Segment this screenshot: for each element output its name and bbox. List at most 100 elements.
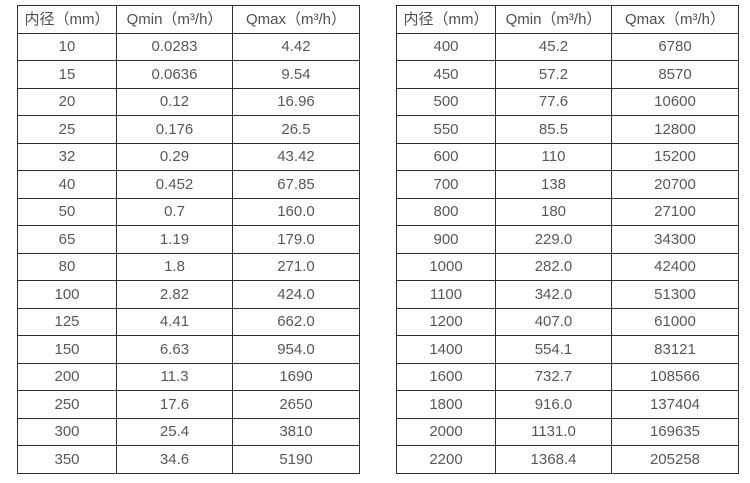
table-row: 65 1.19 179.0 bbox=[17, 225, 360, 254]
table-cell: 1368.4 bbox=[495, 445, 612, 474]
table-cell: 2200 bbox=[396, 445, 496, 474]
table-cell: 0.29 bbox=[116, 142, 233, 171]
header-row: 内径（mm） Qmin（m³/h） Qmax（m³/h） bbox=[17, 5, 360, 34]
table-cell: 25.4 bbox=[116, 417, 233, 446]
table-cell: 42400 bbox=[611, 252, 739, 281]
column-header: Qmin（m³/h） bbox=[116, 5, 233, 34]
table-cell: 108566 bbox=[611, 362, 739, 391]
table-cell: 1100 bbox=[396, 280, 496, 309]
table-cell: 342.0 bbox=[495, 280, 612, 309]
table-row: 350 34.6 5190 bbox=[17, 445, 360, 474]
table-row: 500 77.6 10600 bbox=[396, 87, 739, 116]
table-cell: 45.2 bbox=[495, 32, 612, 61]
flow-table-large-diameters: 内径（mm） Qmin（m³/h） Qmax（m³/h） 400 45.2 6780 450… bbox=[396, 5, 739, 474]
table-cell: 1800 bbox=[396, 390, 496, 419]
header-row: 内径（mm） Qmin（m³/h） Qmax（m³/h） bbox=[396, 5, 739, 34]
table-cell: 0.0636 bbox=[116, 60, 233, 89]
table-cell: 43.42 bbox=[232, 142, 360, 171]
table-cell: 26.5 bbox=[232, 115, 360, 144]
table-row: 1600 732.7 108566 bbox=[396, 362, 739, 391]
table-cell: 25 bbox=[17, 115, 117, 144]
table-cell: 250 bbox=[17, 390, 117, 419]
table-cell: 20 bbox=[17, 87, 117, 116]
table-cell: 0.0283 bbox=[116, 32, 233, 61]
table-cell: 400 bbox=[396, 32, 496, 61]
table-cell: 800 bbox=[396, 197, 496, 226]
table-cell: 2000 bbox=[396, 417, 496, 446]
table-cell: 20700 bbox=[611, 170, 739, 199]
table-cell: 916.0 bbox=[495, 390, 612, 419]
table-cell: 6.63 bbox=[116, 335, 233, 364]
table-cell: 450 bbox=[396, 60, 496, 89]
table-cell: 1200 bbox=[396, 307, 496, 336]
table-cell: 16.96 bbox=[232, 87, 360, 116]
table-cell: 662.0 bbox=[232, 307, 360, 336]
table-row: 100 2.82 424.0 bbox=[17, 280, 360, 309]
table-cell: 40 bbox=[17, 170, 117, 199]
table-cell: 85.5 bbox=[495, 115, 612, 144]
table-cell: 2650 bbox=[232, 390, 360, 419]
table-cell: 229.0 bbox=[495, 225, 612, 254]
table-cell: 34.6 bbox=[116, 445, 233, 474]
table-row: 900 229.0 34300 bbox=[396, 225, 739, 254]
table-cell: 34300 bbox=[611, 225, 739, 254]
table-cell: 1000 bbox=[396, 252, 496, 281]
table-cell: 6780 bbox=[611, 32, 739, 61]
table-cell: 2.82 bbox=[116, 280, 233, 309]
table-cell: 179.0 bbox=[232, 225, 360, 254]
table-row: 150 6.63 954.0 bbox=[17, 335, 360, 364]
table-cell: 80 bbox=[17, 252, 117, 281]
table-row: 1200 407.0 61000 bbox=[396, 307, 739, 336]
table-cell: 138 bbox=[495, 170, 612, 199]
column-header: 内径（mm） bbox=[17, 5, 117, 34]
table-cell: 67.85 bbox=[232, 170, 360, 199]
table-cell: 600 bbox=[396, 142, 496, 171]
table-row: 200 11.3 1690 bbox=[17, 362, 360, 391]
table-cell: 110 bbox=[495, 142, 612, 171]
table-cell: 1.8 bbox=[116, 252, 233, 281]
table-cell: 4.42 bbox=[232, 32, 360, 61]
table-row: 800 180 27100 bbox=[396, 197, 739, 226]
table-cell: 50 bbox=[17, 197, 117, 226]
table-cell: 282.0 bbox=[495, 252, 612, 281]
table-row: 2000 1131.0 169635 bbox=[396, 417, 739, 446]
table-cell: 100 bbox=[17, 280, 117, 309]
table-cell: 1690 bbox=[232, 362, 360, 391]
table-row: 1000 282.0 42400 bbox=[396, 252, 739, 281]
table-cell: 550 bbox=[396, 115, 496, 144]
table-row: 300 25.4 3810 bbox=[17, 417, 360, 446]
table-cell: 200 bbox=[17, 362, 117, 391]
table-cell: 9.54 bbox=[232, 60, 360, 89]
table-cell: 4.41 bbox=[116, 307, 233, 336]
table-cell: 83121 bbox=[611, 335, 739, 364]
column-header: Qmax（m³/h） bbox=[611, 5, 739, 34]
table-row: 250 17.6 2650 bbox=[17, 390, 360, 419]
table-row: 80 1.8 271.0 bbox=[17, 252, 360, 281]
table-row: 2200 1368.4 205258 bbox=[396, 445, 739, 474]
table-cell: 700 bbox=[396, 170, 496, 199]
table-cell: 0.452 bbox=[116, 170, 233, 199]
table-cell: 500 bbox=[396, 87, 496, 116]
table-cell: 350 bbox=[17, 445, 117, 474]
table-cell: 407.0 bbox=[495, 307, 612, 336]
table-row: 10 0.0283 4.42 bbox=[17, 32, 360, 61]
table-row: 1400 554.1 83121 bbox=[396, 335, 739, 364]
table-row: 550 85.5 12800 bbox=[396, 115, 739, 144]
table-cell: 732.7 bbox=[495, 362, 612, 391]
column-header: Qmin（m³/h） bbox=[495, 5, 612, 34]
table-cell: 15200 bbox=[611, 142, 739, 171]
column-header: 内径（mm） bbox=[396, 5, 496, 34]
table-row: 450 57.2 8570 bbox=[396, 60, 739, 89]
table-row: 1100 342.0 51300 bbox=[396, 280, 739, 309]
table-cell: 77.6 bbox=[495, 87, 612, 116]
table-cell: 11.3 bbox=[116, 362, 233, 391]
table-cell: 51300 bbox=[611, 280, 739, 309]
table-cell: 150 bbox=[17, 335, 117, 364]
table-cell: 27100 bbox=[611, 197, 739, 226]
table-cell: 954.0 bbox=[232, 335, 360, 364]
table-cell: 61000 bbox=[611, 307, 739, 336]
table-cell: 65 bbox=[17, 225, 117, 254]
table-cell: 17.6 bbox=[116, 390, 233, 419]
table-row: 15 0.0636 9.54 bbox=[17, 60, 360, 89]
